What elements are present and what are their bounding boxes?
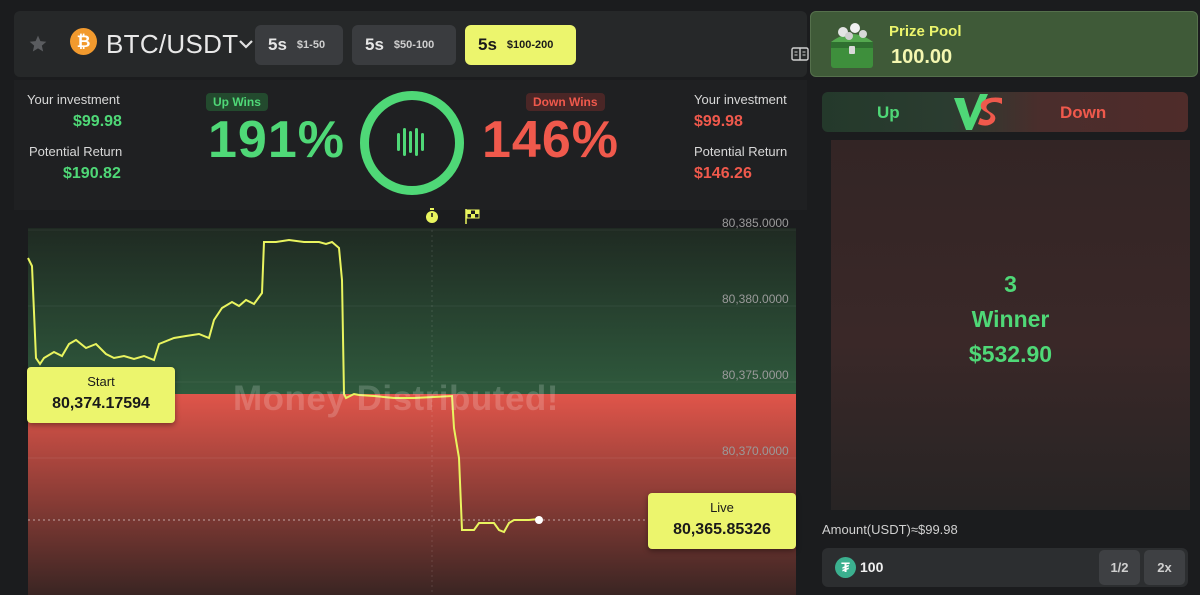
y-tick-label: 80,380.0000 bbox=[722, 292, 789, 306]
versus-up-label[interactable]: Up bbox=[877, 103, 900, 122]
book-icon[interactable] bbox=[791, 47, 809, 61]
stats-panel: Your investment $99.98 Potential Return … bbox=[14, 80, 807, 210]
down-investment-value: $99.98 bbox=[694, 113, 743, 130]
winner-label: Winner bbox=[971, 306, 1050, 332]
tether-icon: ₮ bbox=[835, 557, 856, 578]
chevron-down-icon[interactable] bbox=[238, 39, 254, 49]
live-label: Live bbox=[710, 500, 734, 515]
amount-label: Amount(USDT)≈$99.98 bbox=[822, 522, 958, 537]
live-value: 80,365.85326 bbox=[673, 521, 771, 538]
amount-input[interactable]: ₮ 100 1/2 2x bbox=[822, 548, 1188, 587]
winner-amount: $532.90 bbox=[968, 341, 1053, 367]
up-percentage: 191% bbox=[208, 111, 345, 169]
start-label: Start bbox=[87, 374, 115, 389]
y-tick-label: 80,385.0000 bbox=[722, 216, 789, 230]
y-tick-label: 80,375.0000 bbox=[722, 368, 789, 382]
versus-down-label[interactable]: Down bbox=[1060, 103, 1107, 122]
timeframe-seconds: 5s bbox=[365, 35, 384, 54]
timeframe-range: $100-200 bbox=[506, 39, 554, 51]
up-investment-label: Your investment bbox=[27, 92, 120, 107]
timeframe-button-50-100[interactable]: 5s $50-100 bbox=[352, 25, 456, 65]
down-percentage: 146% bbox=[482, 111, 619, 169]
up-return-value: $190.82 bbox=[63, 165, 121, 182]
top-bar: ₿ BTC/USDT 5s $1-50 5s $50-100 5s $100-2… bbox=[14, 11, 809, 77]
money-distributed-message: Money Distributed! bbox=[233, 379, 559, 418]
bitcoin-icon: ₿ bbox=[70, 28, 97, 55]
y-tick-label: 80,370.0000 bbox=[722, 444, 789, 458]
up-return-label: Potential Return bbox=[29, 144, 123, 159]
half-amount-button[interactable]: 1/2 bbox=[1099, 550, 1140, 585]
live-price-box: Live 80,365.85326 bbox=[648, 493, 796, 549]
star-icon[interactable] bbox=[28, 34, 48, 54]
down-wins-tag: Down Wins bbox=[526, 93, 605, 111]
up-investment-value: $99.98 bbox=[73, 113, 122, 130]
down-investment-label: Your investment bbox=[694, 92, 787, 107]
down-return-value: $146.26 bbox=[694, 165, 752, 182]
winner-panel: 3 Winner $532.90 bbox=[831, 140, 1190, 510]
up-zone bbox=[28, 228, 796, 394]
timeframe-button-1-50[interactable]: 5s $1-50 bbox=[255, 25, 343, 65]
vs-icon bbox=[954, 94, 1002, 130]
finish-flag-icon bbox=[465, 209, 480, 224]
timeframe-button-100-200[interactable]: 5s $100-200 bbox=[465, 25, 576, 65]
countdown-ring bbox=[360, 91, 464, 195]
prize-pool-value: 100.00 bbox=[891, 46, 953, 68]
timeframe-range: $50-100 bbox=[393, 39, 435, 51]
prize-pool-label: Prize Pool bbox=[889, 23, 962, 40]
price-line bbox=[27, 238, 540, 534]
timeframe-seconds: 5s bbox=[478, 35, 497, 54]
live-dot bbox=[535, 516, 543, 524]
timeframe-seconds: 5s bbox=[268, 35, 287, 54]
stopwatch-icon bbox=[426, 208, 438, 223]
pair-selector[interactable]: BTC/USDT bbox=[106, 29, 239, 59]
double-amount-button[interactable]: 2x bbox=[1144, 550, 1185, 585]
winner-count: 3 bbox=[1004, 271, 1017, 297]
timeframe-range: $1-50 bbox=[296, 39, 326, 51]
down-return-label: Potential Return bbox=[694, 144, 788, 159]
versus-bar: Up Down bbox=[822, 92, 1188, 132]
up-wins-tag: Up Wins bbox=[206, 93, 268, 111]
equalizer-icon bbox=[397, 128, 424, 156]
treasure-chest-icon bbox=[831, 23, 873, 68]
start-price-box: Start 80,374.17594 bbox=[27, 367, 175, 423]
amount-value[interactable]: 100 bbox=[860, 559, 884, 575]
start-value: 80,374.17594 bbox=[52, 395, 150, 412]
prize-pool-card: Prize Pool 100.00 bbox=[810, 11, 1198, 77]
